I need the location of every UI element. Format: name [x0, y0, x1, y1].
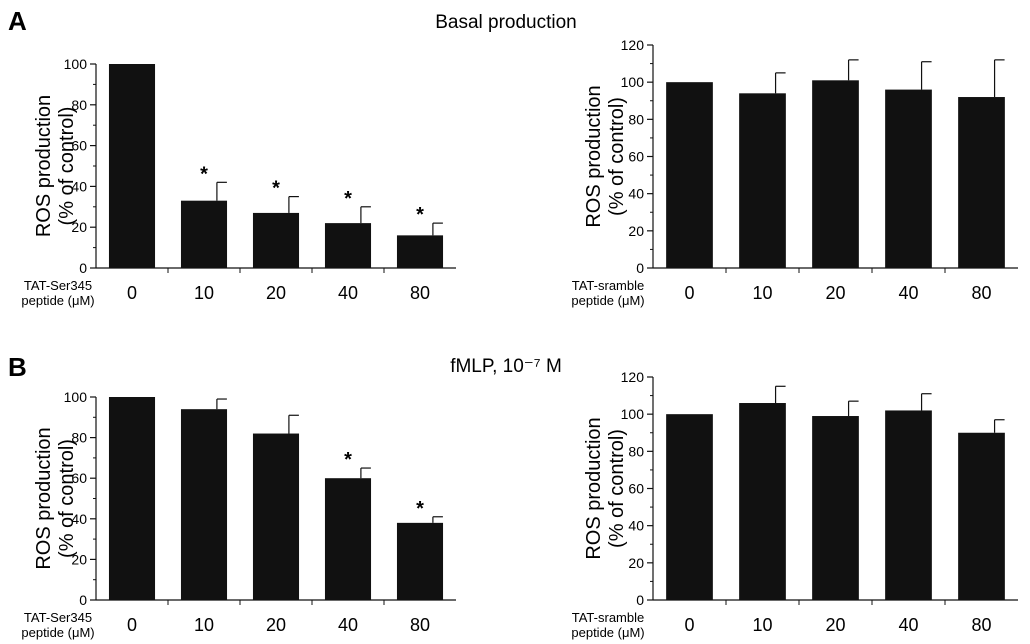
y-tick-label: 80 [628, 111, 644, 127]
bar [812, 416, 859, 600]
bar [108, 397, 156, 600]
y-axis-label: (% of control) [606, 97, 628, 216]
category-label: 40 [898, 615, 918, 635]
category-label: 10 [194, 615, 214, 635]
y-tick-label: 60 [628, 481, 644, 497]
x-axis-label: peptide (μM) [571, 293, 644, 308]
x-axis-label: TAT-Ser345 [24, 610, 92, 625]
category-label: 80 [410, 615, 430, 635]
significance-marker: * [344, 449, 352, 471]
y-tick-label: 80 [71, 97, 87, 113]
y-tick-label: 80 [71, 430, 87, 446]
category-label: 40 [338, 283, 358, 303]
y-tick-label: 60 [71, 138, 87, 154]
bar [885, 89, 932, 268]
x-axis-label: peptide (μM) [21, 293, 94, 308]
category-label: 0 [127, 615, 137, 635]
bar [324, 478, 372, 600]
panel-letter-b: B [8, 352, 27, 382]
y-tick-label: 20 [628, 223, 644, 239]
panel-title-a: Basal production [435, 12, 577, 33]
category-label: 0 [127, 283, 137, 303]
y-tick-label: 80 [628, 443, 644, 459]
y-axis-label: ROS production [33, 95, 55, 237]
category-label: 20 [266, 283, 286, 303]
x-axis-label: TAT-sramble [572, 610, 644, 625]
bar [396, 235, 444, 268]
y-axis-label: (% of control) [56, 439, 78, 558]
y-tick-label: 40 [628, 186, 644, 202]
y-tick-label: 60 [71, 470, 87, 486]
y-tick-label: 100 [64, 389, 88, 405]
y-tick-label: 0 [636, 592, 644, 608]
y-tick-label: 40 [71, 511, 87, 527]
y-tick-label: 0 [79, 260, 87, 276]
category-label: 20 [266, 615, 286, 635]
category-label: 10 [752, 615, 772, 635]
bar [885, 410, 932, 600]
y-tick-label: 100 [621, 74, 645, 90]
y-tick-label: 60 [628, 149, 644, 165]
category-label: 80 [410, 283, 430, 303]
bar [666, 414, 713, 600]
significance-marker: * [272, 178, 280, 200]
bar [108, 64, 156, 268]
category-label: 0 [684, 283, 694, 303]
significance-marker: * [416, 498, 424, 520]
category-label: 20 [825, 615, 845, 635]
bar [739, 403, 786, 600]
y-tick-label: 0 [79, 592, 87, 608]
y-tick-label: 120 [621, 369, 645, 385]
x-axis-label: peptide (μM) [21, 625, 94, 640]
significance-marker: * [344, 188, 352, 210]
y-tick-label: 40 [71, 178, 87, 194]
y-axis-label: ROS production [33, 427, 55, 569]
panel-title-b: fMLP, 10⁻⁷ M [450, 356, 562, 377]
category-label: 10 [752, 283, 772, 303]
significance-marker: * [416, 204, 424, 226]
category-label: 80 [971, 615, 991, 635]
y-axis-label: (% of control) [56, 107, 78, 226]
bar [396, 522, 444, 600]
y-tick-label: 20 [71, 551, 87, 567]
y-tick-label: 0 [636, 260, 644, 276]
bar [958, 97, 1005, 269]
bar [666, 82, 713, 269]
bar [180, 200, 228, 268]
bar [812, 80, 859, 268]
bar [739, 93, 786, 268]
y-tick-label: 20 [71, 219, 87, 235]
x-axis-label: TAT-Ser345 [24, 278, 92, 293]
bar [180, 409, 228, 600]
x-axis-label: TAT-sramble [572, 278, 644, 293]
category-label: 20 [825, 283, 845, 303]
bar [252, 433, 300, 600]
y-axis-label: (% of control) [606, 429, 628, 548]
significance-marker: * [200, 163, 208, 185]
y-axis-label: ROS production [583, 417, 605, 559]
y-tick-label: 20 [628, 555, 644, 571]
category-label: 40 [338, 615, 358, 635]
y-tick-label: 120 [621, 37, 645, 53]
bar [958, 432, 1005, 600]
panel-letter-a: A [8, 6, 27, 36]
category-label: 80 [971, 283, 991, 303]
category-label: 10 [194, 283, 214, 303]
x-axis-label: peptide (μM) [571, 625, 644, 640]
bar [324, 223, 372, 268]
y-tick-label: 40 [628, 518, 644, 534]
y-axis-label: ROS production [583, 85, 605, 227]
category-label: 0 [684, 615, 694, 635]
bar [252, 212, 300, 268]
y-tick-label: 100 [621, 406, 645, 422]
y-tick-label: 100 [64, 56, 88, 72]
category-label: 40 [898, 283, 918, 303]
